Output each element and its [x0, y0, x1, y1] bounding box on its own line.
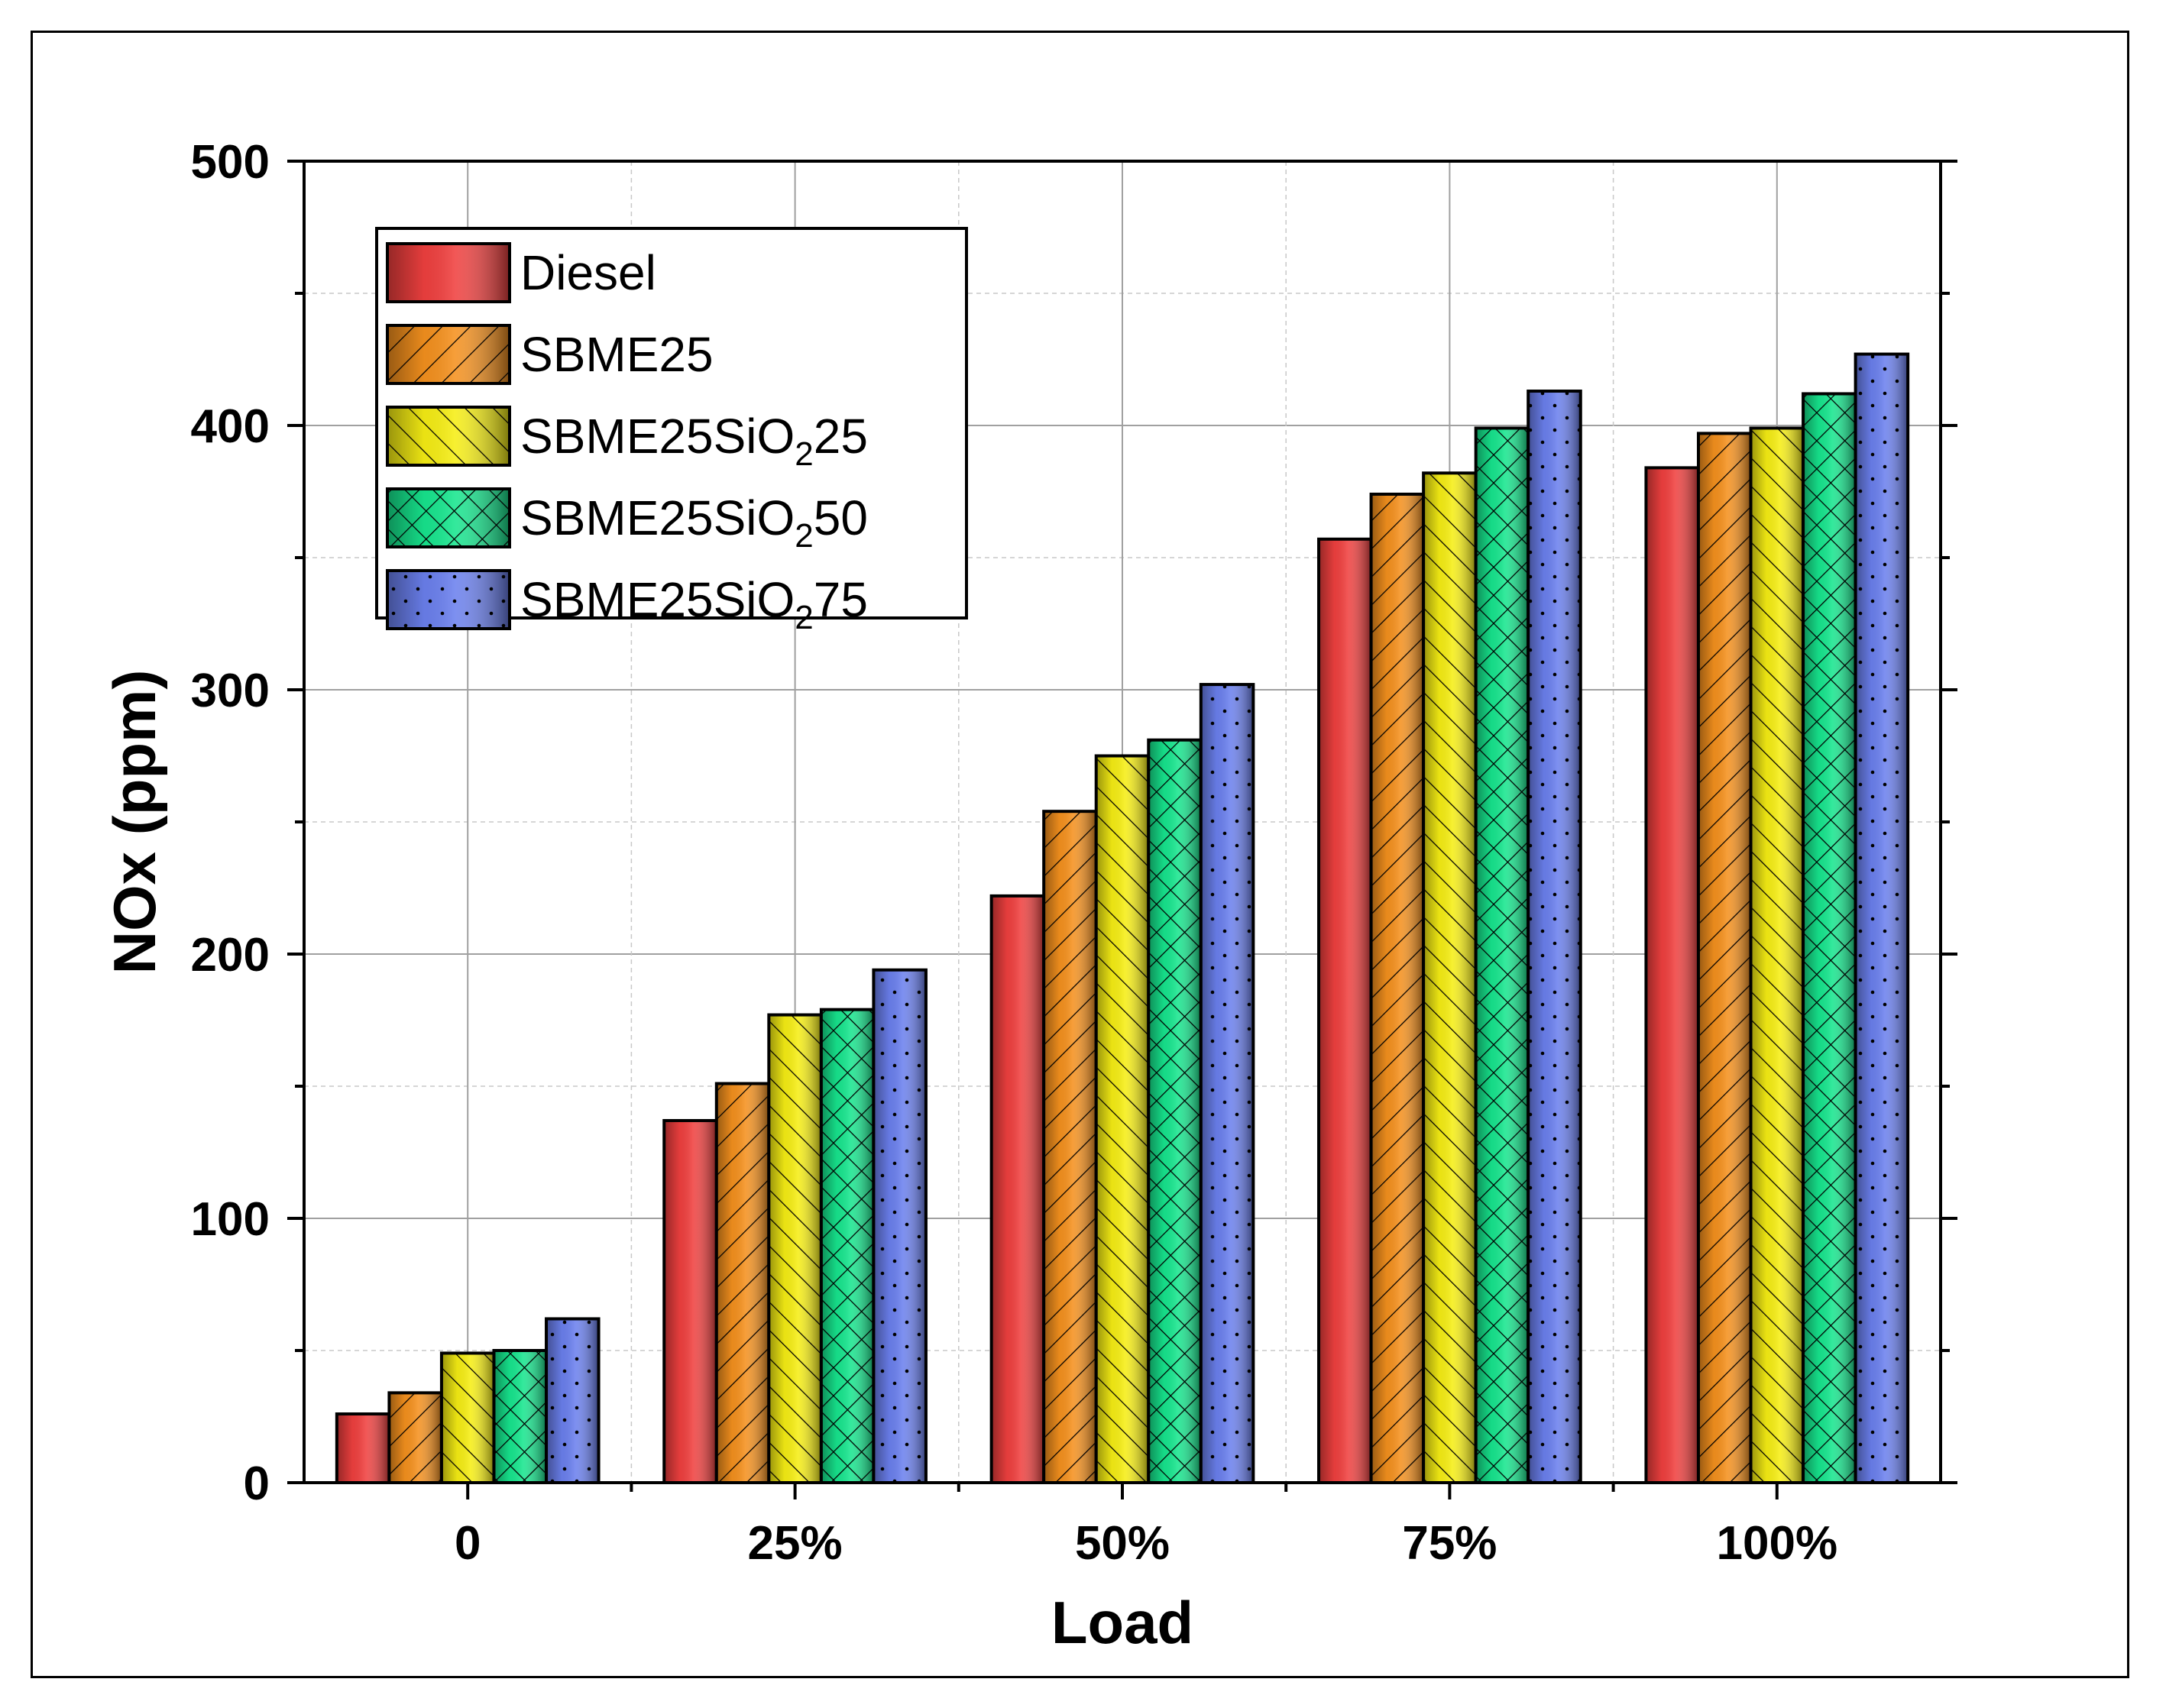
- bar-SBME25SiO225-100%: [1749, 426, 1805, 1485]
- x-axis-title: Load: [1051, 1589, 1193, 1656]
- bar-SBME25SiO225-25%: [767, 1013, 823, 1484]
- y-tick-label: 300: [191, 665, 270, 717]
- legend-swatch-pattern: [387, 325, 510, 383]
- bar-pattern: [441, 1353, 494, 1483]
- legend-label: SBME25SiO250: [520, 490, 868, 555]
- bar-SBME25SiO225-75%: [1422, 471, 1478, 1484]
- bar-pattern: [546, 1318, 599, 1483]
- y-tick-label: 100: [191, 1193, 270, 1246]
- legend-item-SBME25: SBME25: [386, 324, 714, 385]
- legend-swatch-outline: [386, 406, 511, 467]
- nox-bar-chart: 0 100 200 300 400 500 0 25% 50% 75% 100% Load NOx (p…: [101, 136, 1957, 1656]
- bar-pattern: [1698, 433, 1751, 1483]
- bar-pattern: [1423, 473, 1476, 1483]
- bar-Diesel-25%: [662, 1118, 718, 1484]
- y-tick-label: 400: [191, 400, 270, 453]
- bar-SBME25-75%: [1369, 492, 1426, 1485]
- legend-label: Diesel: [520, 245, 656, 300]
- bar-pattern: [1750, 428, 1804, 1483]
- bar-pattern: [494, 1351, 547, 1483]
- bar-SBME25-25%: [714, 1082, 771, 1485]
- x-tick-label: 50%: [1075, 1517, 1170, 1570]
- legend-item-SBME25SiO275: SBME25SiO275: [386, 569, 868, 636]
- bar-pattern: [1475, 428, 1529, 1483]
- bar-shade: [991, 895, 1044, 1483]
- bar-pattern: [1528, 391, 1581, 1483]
- bar-pattern: [873, 969, 926, 1483]
- legend: Diesel SBME25 SBME25SiO225 SBME25SiO250 SBME…: [375, 227, 968, 636]
- legend-item-SBME25SiO250: SBME25SiO250: [386, 487, 868, 555]
- bar-Diesel-50%: [989, 894, 1046, 1484]
- bar-SBME25SiO250-0: [492, 1349, 549, 1484]
- bar-SBME25SiO275-75%: [1527, 390, 1582, 1484]
- bar-pattern: [1855, 354, 1909, 1483]
- bar-shade: [336, 1414, 390, 1483]
- legend-swatch-outline: [386, 242, 511, 303]
- legend-swatch-outline: [386, 569, 511, 630]
- legend-item-Diesel: Diesel: [386, 242, 656, 303]
- bar-SBME25SiO275-100%: [1854, 352, 1910, 1485]
- bar-pattern: [1803, 393, 1856, 1483]
- bar-SBME25SiO275-0: [545, 1317, 601, 1484]
- x-tick-label: 0: [455, 1517, 481, 1570]
- bar-shade: [1646, 467, 1698, 1483]
- bar-SBME25SiO250-25%: [819, 1008, 876, 1485]
- bar-SBME25-50%: [1042, 810, 1098, 1484]
- bar-Diesel-100%: [1644, 466, 1700, 1484]
- x-tick-label: 25%: [748, 1517, 843, 1570]
- legend-swatch-shade: [387, 244, 510, 302]
- y-tick-label: 500: [191, 136, 270, 189]
- x-tick-label: 100%: [1717, 1517, 1838, 1570]
- legend-label: SBME25SiO225: [520, 409, 868, 473]
- legend-swatch-pattern: [387, 489, 510, 547]
- legend-swatch-pattern: [387, 571, 510, 629]
- bar-SBME25SiO225-50%: [1094, 754, 1151, 1484]
- y-tick-label: 200: [191, 929, 270, 982]
- bar-pattern: [389, 1393, 442, 1483]
- legend-swatch-outline: [386, 324, 511, 385]
- bar-shade: [664, 1120, 717, 1483]
- bar-SBME25SiO275-50%: [1199, 683, 1255, 1485]
- bar-pattern: [1371, 493, 1424, 1483]
- bar-SBME25-100%: [1696, 432, 1753, 1484]
- bar-SBME25SiO275-25%: [872, 968, 928, 1484]
- axes: 0 100 200 300 400 500 0 25% 50% 75% 100% Load NOx (p…: [101, 136, 1957, 1656]
- y-tick-label: 0: [244, 1457, 270, 1510]
- bar-pattern: [821, 1009, 874, 1483]
- bar-SBME25-0: [387, 1391, 443, 1484]
- bar-SBME25SiO225-0: [439, 1351, 496, 1484]
- legend-label: SBME25SiO275: [520, 572, 868, 636]
- bars: [335, 352, 1910, 1485]
- bar-pattern: [1096, 755, 1149, 1483]
- legend-label: SBME25: [520, 327, 714, 382]
- legend-item-SBME25SiO225: SBME25SiO225: [386, 406, 868, 473]
- bar-pattern: [1200, 684, 1254, 1483]
- bar-pattern: [716, 1083, 769, 1483]
- bar-pattern: [1044, 811, 1096, 1483]
- legend-swatch-outline: [386, 487, 511, 548]
- bar-Diesel-0: [335, 1412, 391, 1485]
- bar-pattern: [1148, 739, 1201, 1483]
- figure-frame: 0 100 200 300 400 500 0 25% 50% 75% 100% Load NOx (p…: [31, 31, 2129, 1678]
- bar-shade: [1319, 539, 1371, 1483]
- bar-SBME25SiO250-50%: [1147, 738, 1203, 1484]
- bar-SBME25SiO250-75%: [1474, 426, 1530, 1485]
- legend-swatch-pattern: [387, 407, 510, 465]
- bar-pattern: [769, 1014, 821, 1483]
- bar-SBME25SiO250-100%: [1802, 392, 1857, 1485]
- x-tick-label: 75%: [1402, 1517, 1497, 1570]
- y-axis-title: NOx (ppm): [101, 670, 168, 975]
- bar-Diesel-75%: [1317, 537, 1373, 1484]
